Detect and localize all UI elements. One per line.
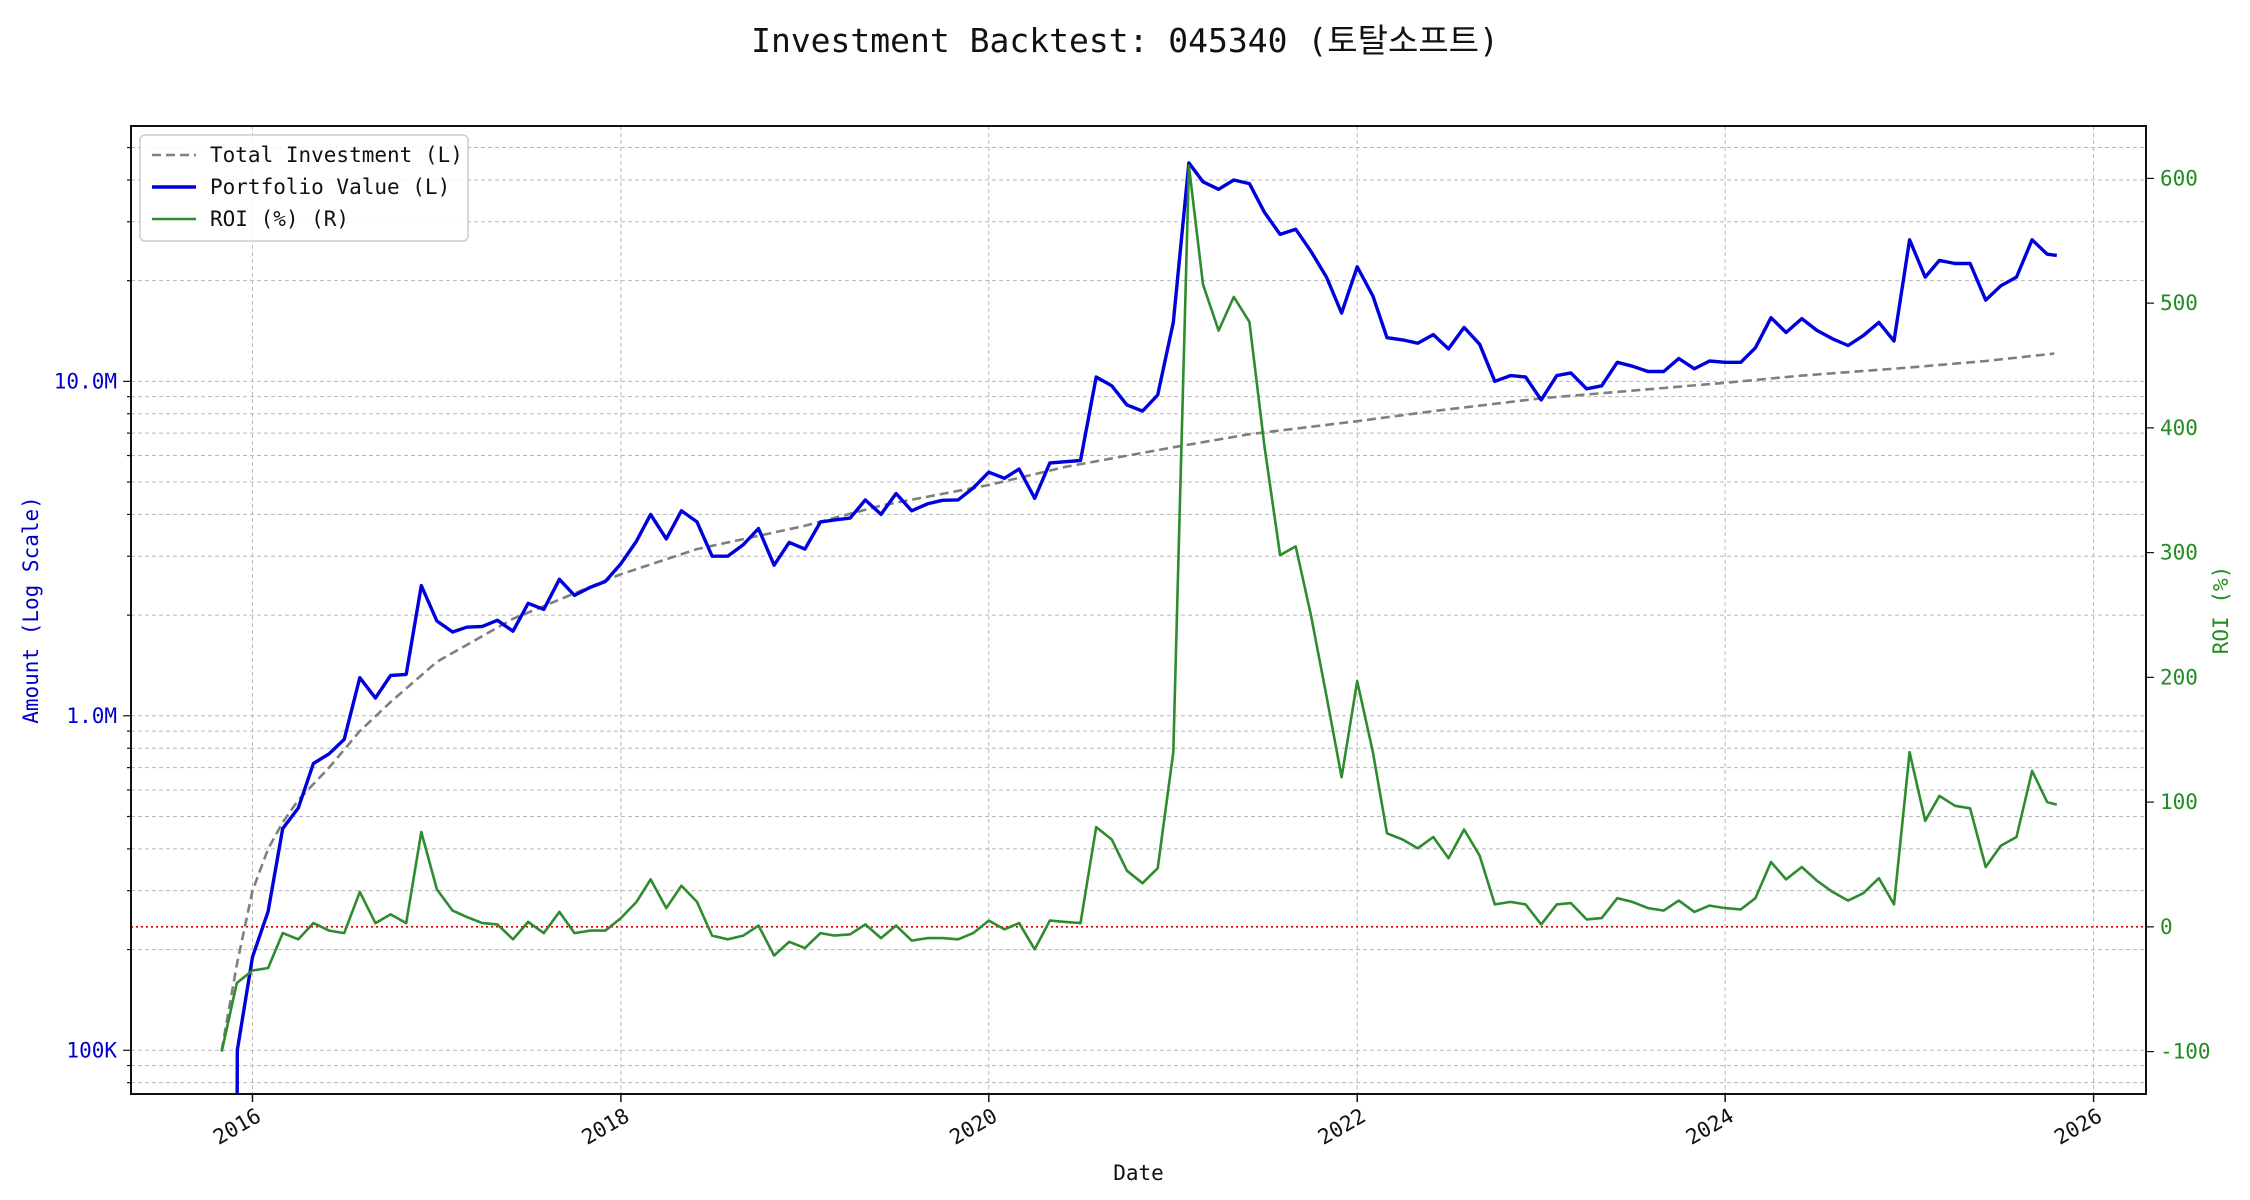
y-left-tick-label: 1.0M (66, 704, 117, 728)
x-tick-label: 2026 (2050, 1104, 2106, 1150)
y-right-tick-label: 600 (2160, 166, 2198, 190)
total-investment-line (220, 352, 2055, 1051)
roi-line (220, 164, 2058, 1052)
y-left-tick-label: 100K (66, 1038, 117, 1062)
x-tick-label: 2016 (209, 1104, 265, 1150)
y-axis-left-label: Amount (Log Scale) (19, 496, 43, 724)
y-right-tick-label: -100 (2160, 1040, 2211, 1064)
y-right-tick-label: 0 (2160, 915, 2173, 939)
y-right-tick-label: 300 (2160, 541, 2198, 565)
x-tick-label: 2022 (1314, 1104, 1370, 1150)
y-right-tick-label: 400 (2160, 416, 2198, 440)
y-axis-right-label: ROI (%) (2209, 566, 2233, 655)
chart-title: Investment Backtest: 045340 (토탈소프트) (751, 21, 1499, 60)
grid-layer (131, 126, 2146, 1094)
y-right-tick-label: 500 (2160, 291, 2198, 315)
plot-frame (130, 125, 2147, 1095)
legend-box (139, 134, 469, 242)
legend: Total Investment (L) Portfolio Value (L) R… (139, 134, 469, 242)
y-right-tick-label: 100 (2160, 790, 2198, 814)
portfolio-value-line (235, 161, 2058, 1094)
x-axis-label: Date (1113, 1161, 1164, 1185)
y-left-tick-label: 10.0M (54, 369, 117, 393)
series-layer (220, 161, 2058, 1094)
ticks-layer: 2016 2018 2020 2022 2024 2026 100K 1.0M 10.0M -10… (54, 146, 2211, 1150)
x-tick-label: 2020 (946, 1104, 1002, 1150)
legend-label: Portfolio Value (L) (210, 175, 450, 199)
legend-label: ROI (%) (R) (210, 207, 349, 231)
legend-label: Total Investment (L) (210, 143, 463, 167)
y-right-tick-label: 200 (2160, 665, 2198, 689)
x-tick-label: 2024 (1682, 1104, 1738, 1150)
x-tick-label: 2018 (578, 1104, 634, 1150)
